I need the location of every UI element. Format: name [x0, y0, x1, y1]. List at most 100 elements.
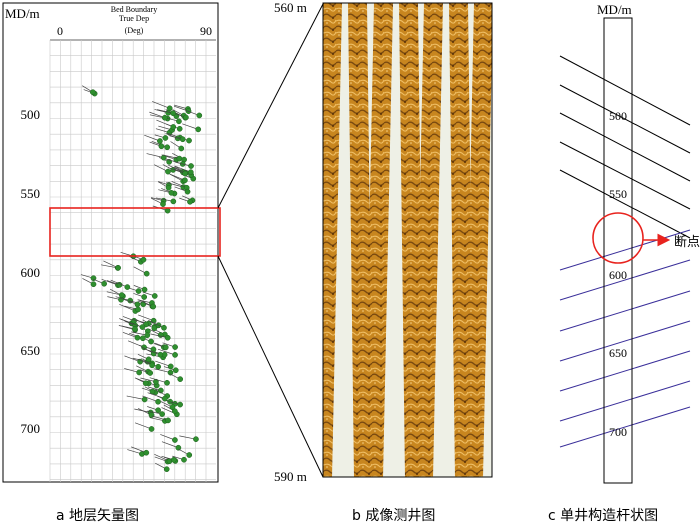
- tadpole-head: [168, 189, 175, 196]
- tadpole-head: [172, 367, 179, 374]
- tadpole-head: [144, 332, 151, 339]
- tadpole-tail: [157, 348, 176, 356]
- depth-tick-600: 600: [21, 265, 41, 280]
- stick-depth-500: 500: [609, 109, 627, 123]
- zoom-connector-top: [217, 3, 324, 209]
- depth-tick-500: 500: [21, 107, 41, 122]
- tadpole-head: [176, 125, 183, 132]
- tadpole-head: [188, 163, 194, 169]
- tadpole-head: [170, 110, 176, 117]
- structure-line-lower: [559, 290, 691, 332]
- tadpole-head: [148, 412, 155, 418]
- tadpole-head: [135, 288, 142, 294]
- tadpole-head: [140, 301, 147, 308]
- tadpole-head: [157, 351, 164, 358]
- tadpole-head: [148, 338, 154, 345]
- caption-a: a 地层矢量图: [56, 508, 139, 524]
- tadpole-tail: [156, 197, 174, 202]
- tadpole-tail: [156, 119, 174, 128]
- depth-tick-700: 700: [21, 421, 41, 436]
- tadpole-head: [172, 344, 178, 350]
- tadpole-head: [193, 436, 199, 443]
- tadpole-tail: [161, 441, 179, 449]
- tadpole-head: [164, 144, 171, 151]
- structure-line-lower: [559, 320, 691, 362]
- tadpole-head: [170, 456, 177, 463]
- panel-a-depth-ticks: 500 550 600 650 700: [21, 107, 41, 436]
- depth-tick-550: 550: [21, 186, 41, 201]
- depth-tick-650: 650: [21, 343, 41, 358]
- tadpole-head: [145, 356, 152, 363]
- tadpole-head: [89, 89, 96, 96]
- tadpole-head: [187, 198, 193, 205]
- tadpole-head: [167, 369, 174, 376]
- image-log-pad-strip: [464, 3, 492, 477]
- tadpole-head: [170, 198, 177, 205]
- tadpole-tail: [127, 340, 145, 348]
- tadpole-head: [161, 114, 168, 121]
- panel-a-header-line1: Bed Boundary: [111, 5, 157, 14]
- tadpole-head: [147, 370, 154, 376]
- tadpole-head: [159, 411, 165, 417]
- tadpole-tail: [101, 278, 119, 286]
- image-log-strips: [323, 3, 492, 477]
- tadpole-head: [196, 112, 203, 119]
- tadpole-head: [158, 143, 165, 150]
- tadpole-head: [136, 369, 142, 376]
- panel-a-tadpoles: [80, 85, 203, 473]
- panel-a-header-line3: (Deg): [125, 26, 144, 35]
- tadpole-head: [163, 466, 170, 473]
- stick-depth-600: 600: [609, 268, 627, 282]
- structure-line-lower: [559, 380, 691, 422]
- tadpole-head: [182, 177, 188, 184]
- tadpole-head: [140, 256, 147, 263]
- tadpole-tail: [126, 395, 145, 400]
- tadpole-head: [164, 379, 170, 386]
- tadpole-head: [186, 137, 192, 144]
- tadpole-head: [175, 444, 182, 451]
- tadpole-head: [181, 456, 187, 463]
- tadpole-head: [139, 324, 146, 330]
- caption-b: b 成像测井图: [352, 508, 435, 524]
- panel-c-structure-lines: [559, 55, 691, 448]
- tadpole-head: [178, 145, 185, 152]
- tadpole-tail: [166, 182, 184, 188]
- tadpole-head: [118, 292, 125, 298]
- caption-c: c 单井构造杆状图: [548, 508, 658, 524]
- tadpole-head: [162, 344, 169, 351]
- tadpole-head: [143, 449, 150, 456]
- tadpole-head: [155, 363, 162, 370]
- tadpole-head: [148, 426, 155, 432]
- panel-a-axis-max: 90: [200, 24, 212, 38]
- tadpole-head: [135, 306, 141, 313]
- tadpole-head: [172, 352, 178, 358]
- panel-b-image-log: 560 m 590 m: [274, 0, 493, 484]
- tadpole-head: [195, 126, 202, 133]
- fault-point-label: 断点: [674, 235, 700, 250]
- tadpole-head: [151, 293, 158, 299]
- tadpole-head: [165, 168, 171, 175]
- stick-depth-700: 700: [609, 425, 627, 439]
- tadpole-tail: [168, 173, 186, 181]
- panel-c-stick-plot: MD/m 500 550 600 650 700 断点: [559, 2, 700, 484]
- tadpole-head: [150, 303, 157, 310]
- tadpole-head: [124, 284, 131, 290]
- tadpole-tail: [119, 297, 138, 305]
- tadpole-head: [153, 378, 159, 385]
- tadpole-tail: [143, 348, 161, 356]
- tadpole-head: [184, 188, 191, 195]
- image-log-pad-strip: [364, 3, 393, 477]
- image-log-top-depth: 560 m: [274, 0, 307, 15]
- structure-line-lower: [559, 406, 691, 448]
- structure-line-upper: [559, 55, 691, 126]
- tadpole-head: [141, 286, 148, 293]
- tadpole-head: [165, 417, 171, 424]
- tadpole-tail: [119, 303, 136, 312]
- tadpole-head: [186, 452, 193, 458]
- structure-line-upper: [559, 169, 691, 239]
- structure-line-lower: [559, 229, 691, 271]
- image-log-bottom-depth: 590 m: [274, 469, 307, 484]
- tadpole-tail: [125, 320, 143, 328]
- tadpole-head: [176, 155, 183, 162]
